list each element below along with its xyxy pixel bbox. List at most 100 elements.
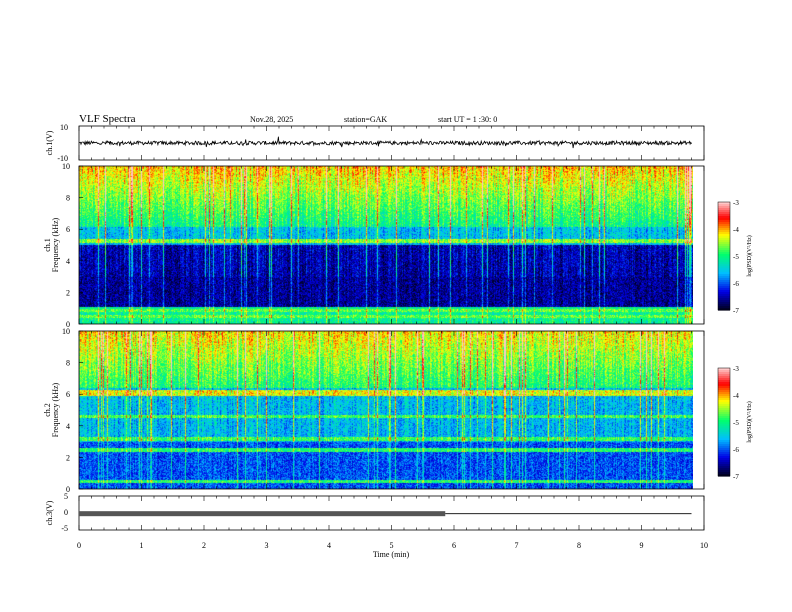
ch1-waveform-panel: 10 -10 ch.1(V) [45,123,705,163]
colorbar-swatch [718,370,730,373]
x-tick-label: 7 [515,541,519,550]
colorbar-swatch [718,390,730,393]
colorbar-swatch [718,450,730,453]
colorbar-swatch [718,398,730,401]
colorbar-swatch [718,380,730,383]
colorbar-swatch [718,286,730,289]
colorbar-swatch [718,230,730,233]
colorbar-swatch [718,456,730,459]
x-tick-labels: 0 1 2 3 4 5 6 7 8 9 10 [77,541,708,550]
colorbar-swatch [718,212,730,215]
y-tick-label: 4 [66,422,70,431]
colorbar-swatch [718,232,730,235]
colorbar-swatch [718,250,730,253]
colorbar-swatch [718,466,730,469]
ch3-pulsed-segment [79,511,446,517]
colorbar-swatch [718,220,730,223]
colorbar-swatch [718,272,730,275]
colorbar-swatch [718,382,730,385]
colorbar-swatch [718,268,730,271]
ch1-spectrogram-ylabel-freq: Frequency (kHz) [51,217,60,272]
colorbar-swatch [718,372,730,375]
colorbar-swatch [718,262,730,265]
y-tick-label: 0 [66,485,70,494]
y-tick-label: 6 [66,390,70,399]
colorbar-swatch [718,464,730,467]
colorbar-swatch [718,412,730,415]
x-tick-label: 3 [265,541,269,550]
colorbar-swatch [718,404,730,407]
colorbar-swatch [718,274,730,277]
colorbar-swatch [718,292,730,295]
colorbar-swatch [718,258,730,261]
ch1-colorbar: -3 -4 -5 -6 -7 log(PSD)(V²/Hz) [717,199,753,315]
ch3-waveform-panel: 5 0 -5 ch.3(V) 0 1 2 3 4 5 6 7 8 9 10 Time (min) [45,492,708,559]
colorbar-swatch [718,396,730,399]
colorbar-swatch [718,414,730,417]
y-tick-label: 4 [66,257,70,266]
colorbar-swatch [718,256,730,259]
colorbar-swatch [718,260,730,263]
ch2-spectrogram-image [79,331,693,489]
colorbar-swatch [718,394,730,397]
colorbar-tick-label: -7 [733,473,739,481]
date-label: Nov.28, 2025 [250,115,293,124]
y-tick-label: 10 [62,162,70,171]
ch1-ytick-bottom: -10 [57,154,68,163]
ch1-waveform-ticks [78,126,705,160]
start-ut-label: start UT = 1 :30: 0 [438,115,497,124]
colorbar-swatch [718,226,730,229]
ch2-spectrogram-ticks [78,331,705,489]
colorbar-swatch [718,428,730,431]
x-tick-label: 1 [140,541,144,550]
colorbar-swatch [718,238,730,241]
colorbar-swatch [718,468,730,471]
colorbar-swatch [718,296,730,299]
colorbar-swatch [718,424,730,427]
ch3-ylabel: ch.3(V) [45,500,54,525]
colorbar-swatch [718,280,730,283]
y-tick-label: 0 [66,320,70,329]
colorbar-tick-label: -5 [733,419,739,427]
ch1-spectrogram-image [79,166,693,324]
colorbar-swatch [718,302,730,305]
colorbar-tick-label: -5 [733,253,739,261]
colorbar-swatch [718,408,730,411]
colorbar-swatch [718,246,730,249]
colorbar-swatch [718,448,730,451]
colorbar-label: log(PSD)(V²/Hz) [746,401,753,442]
x-tick-label: 8 [577,541,581,550]
ch1-spectrogram-ylabel: ch.1 [43,238,52,252]
colorbar-swatch [718,400,730,403]
x-tick-label: 2 [202,541,206,550]
colorbar-swatch [718,288,730,291]
colorbar-swatch [718,460,730,463]
y-tick-label: 8 [66,359,70,368]
x-tick-label: 4 [327,541,331,550]
station-label: station=GAK [344,115,387,124]
colorbar-swatch [718,458,730,461]
colorbar-swatch [718,254,730,257]
ch3-ytick-0: 0 [64,508,68,517]
colorbar-swatch [718,282,730,285]
colorbar-swatch [718,430,730,433]
colorbar-swatch [718,304,730,307]
colorbar-swatch [718,376,730,379]
colorbar-swatch [718,422,730,425]
ch3-waveform-ticks [78,496,705,530]
x-tick-label: 5 [390,541,394,550]
ch2-spectrogram-panel: 0 2 4 6 8 10 ch.2 Frequency (kHz) -3 -4 -5 -6 -7 l… [43,327,753,494]
x-tick-label: 10 [700,541,708,550]
colorbar-swatch [718,284,730,287]
colorbar-swatch [718,418,730,421]
colorbar-swatch [718,270,730,273]
colorbar-swatch [718,298,730,301]
colorbar-swatch [718,452,730,455]
colorbar-swatch [718,384,730,387]
colorbar-swatch [718,410,730,413]
colorbar-swatch [718,248,730,251]
colorbar-swatch [718,454,730,457]
colorbar-swatch [718,202,730,205]
colorbar-tick-label: -4 [733,392,739,400]
